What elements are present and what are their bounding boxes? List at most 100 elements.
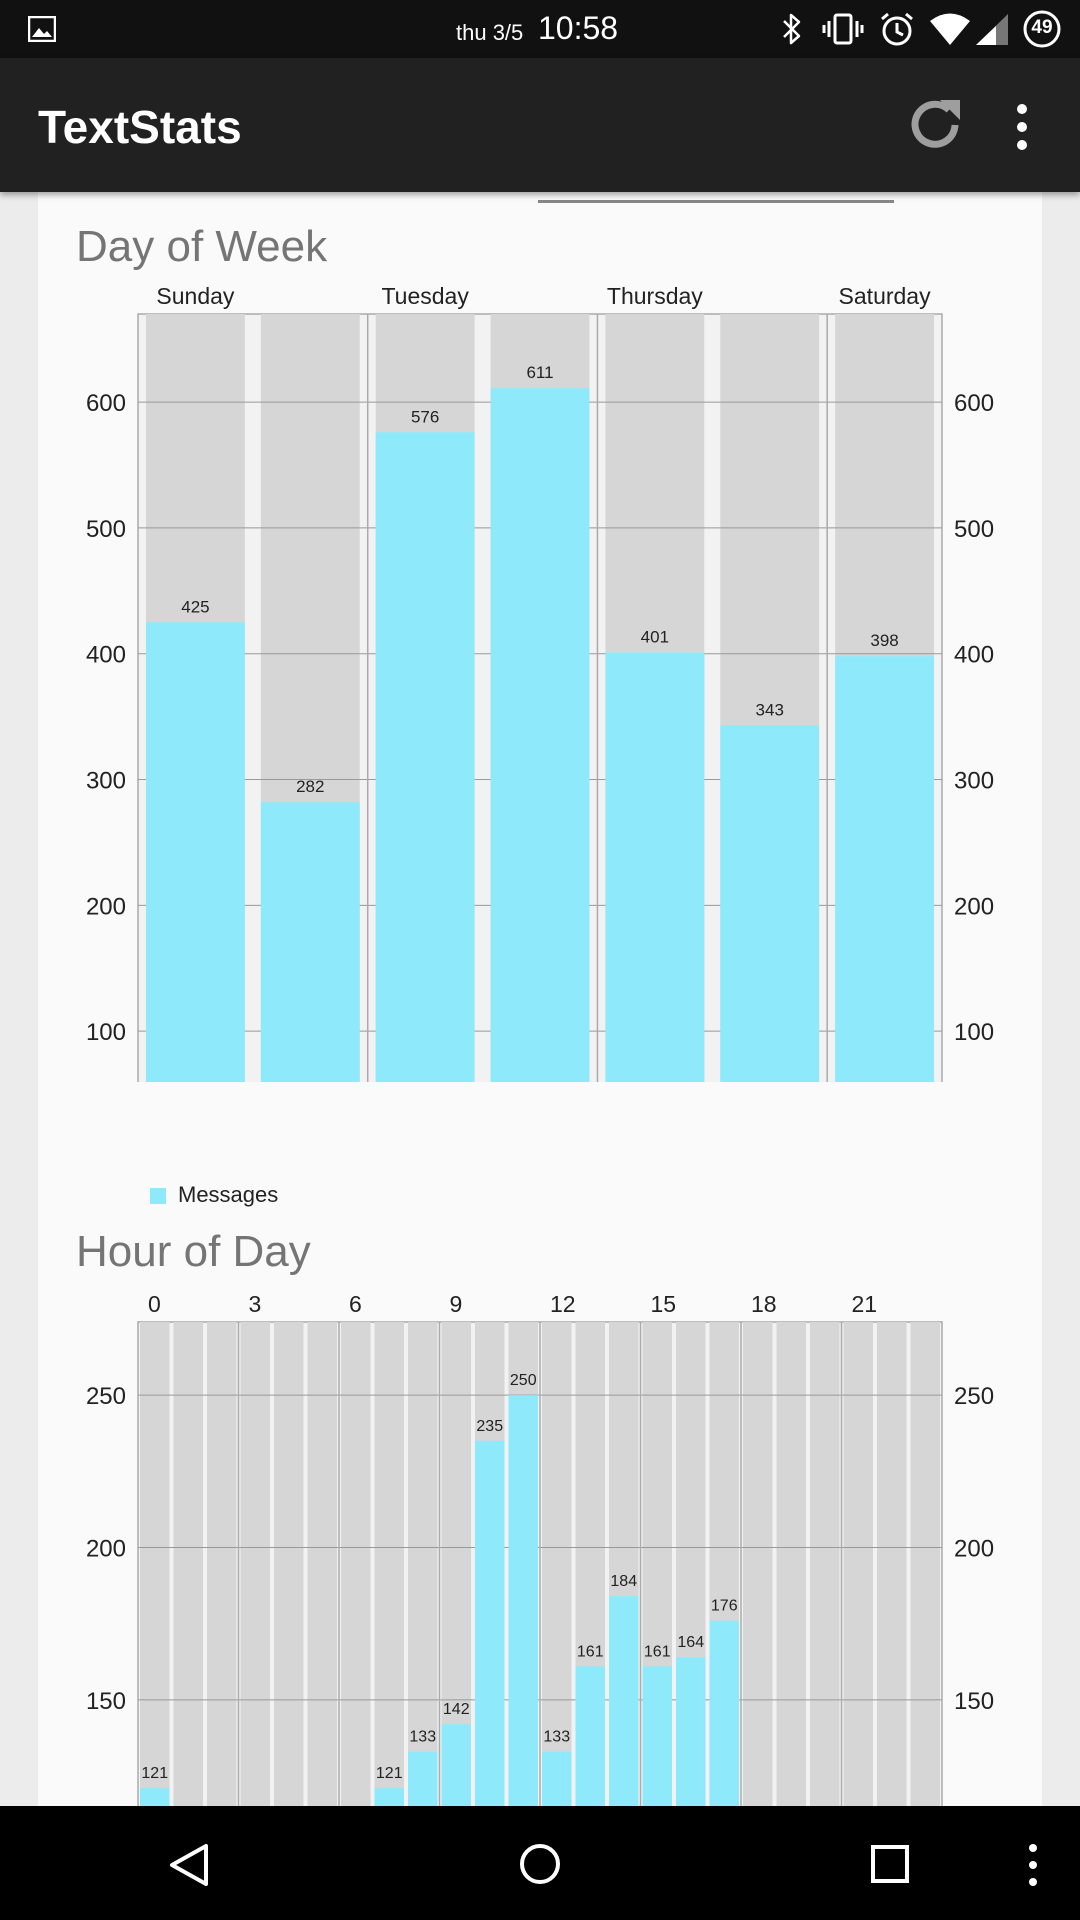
overflow-menu-icon[interactable]	[1008, 102, 1036, 152]
refresh-icon[interactable]	[902, 92, 968, 158]
data-label: 161	[644, 1643, 671, 1660]
bar-track	[140, 1322, 170, 1806]
data-label: 161	[577, 1643, 604, 1660]
data-label: 611	[526, 363, 553, 382]
y-tick-label-left: 500	[86, 516, 126, 543]
gallery-icon	[28, 16, 56, 42]
data-label: 343	[756, 700, 784, 719]
bar-track	[307, 1322, 337, 1806]
chart-legend: Messages	[150, 1182, 278, 1208]
y-tick-label-right: 200	[954, 1535, 994, 1562]
y-tick-label-left: 150	[86, 1688, 126, 1715]
bar	[609, 1596, 639, 1806]
data-label: 250	[510, 1372, 537, 1389]
nav-overflow-icon[interactable]	[1022, 1842, 1044, 1888]
alarm-icon	[881, 12, 913, 46]
status-bar: thu 3/5 10:58 49	[0, 0, 1080, 58]
y-tick-label-right: 200	[954, 893, 994, 920]
data-label: 184	[610, 1573, 637, 1590]
cell-signal-icon	[976, 14, 1008, 45]
data-label: 425	[181, 597, 209, 616]
y-tick-label-right: 250	[954, 1383, 994, 1410]
bar	[374, 1788, 404, 1806]
y-tick-label-right: 150	[954, 1688, 994, 1715]
hour-of-day-chart: 150 150 200 200 250 250 0 3 6 9 12 15 18 21 121 121 133 1…	[86, 1291, 994, 1806]
wifi-icon	[930, 13, 970, 45]
bluetooth-icon	[783, 13, 801, 45]
x-tick-label: 18	[751, 1291, 777, 1317]
bar-track	[877, 1322, 907, 1806]
recents-button[interactable]	[870, 1844, 910, 1884]
bar-track	[810, 1322, 840, 1806]
bar	[408, 1751, 438, 1806]
bar-track	[274, 1322, 304, 1806]
y-tick-label-left: 600	[86, 390, 126, 417]
bar	[490, 388, 590, 1082]
bar-track	[408, 1322, 438, 1806]
x-tick-label: 9	[450, 1291, 463, 1317]
bar	[140, 1788, 170, 1806]
x-tick-label: 12	[550, 1291, 576, 1317]
data-label: 133	[543, 1729, 570, 1746]
back-button[interactable]	[166, 1842, 212, 1888]
y-tick-label-left: 200	[86, 1535, 126, 1562]
stats-card: Day of Week 0010010020020030030040040050…	[38, 192, 1042, 1806]
y-tick-label-right: 600	[954, 390, 994, 417]
status-time: 10:58	[538, 10, 619, 46]
bar-track	[240, 1322, 270, 1806]
bar-track	[374, 1322, 404, 1806]
bar	[642, 1666, 672, 1806]
app-title: TextStats	[38, 101, 242, 153]
bar	[146, 622, 245, 1082]
data-label: 121	[141, 1765, 168, 1782]
status-date: thu 3/5	[456, 20, 524, 45]
x-tick-label: 0	[148, 1291, 161, 1317]
bar	[508, 1395, 538, 1806]
x-tick-label: 21	[852, 1291, 878, 1317]
vibrate-icon	[822, 13, 864, 45]
bar	[605, 652, 705, 1082]
data-label: 576	[411, 407, 439, 426]
bar	[475, 1440, 505, 1806]
x-tick-label: Thursday	[607, 283, 703, 309]
stats-content[interactable]: Day of Week 0010010020020030030040040050…	[0, 192, 1080, 1806]
home-button[interactable]	[518, 1842, 562, 1886]
bar	[676, 1657, 706, 1806]
bar	[575, 1666, 605, 1806]
bar	[542, 1751, 572, 1806]
data-label: 401	[641, 627, 669, 646]
data-label: 164	[677, 1634, 704, 1651]
app-bar: TextStats	[0, 58, 1080, 192]
x-tick-label: 3	[249, 1291, 262, 1317]
legend-label: Messages	[178, 1182, 279, 1207]
y-tick-label-right: 300	[954, 768, 994, 795]
hour-of-day-title: Hour of Day	[76, 1227, 311, 1276]
x-tick-label: Tuesday	[381, 283, 469, 309]
bar	[375, 432, 475, 1082]
bar	[260, 802, 360, 1082]
tab-indicator	[538, 200, 894, 203]
x-tick-label: 15	[651, 1291, 677, 1317]
bar-track	[910, 1322, 940, 1806]
x-tick-label: Sunday	[156, 283, 235, 309]
bar-track	[542, 1322, 572, 1806]
bar-track	[173, 1322, 203, 1806]
bar	[441, 1724, 471, 1806]
battery-level: 49	[1031, 17, 1053, 38]
bar-track	[843, 1322, 873, 1806]
battery-icon	[1023, 10, 1061, 48]
data-label: 176	[711, 1598, 738, 1615]
y-tick-label-left: 300	[86, 768, 126, 795]
data-label: 142	[443, 1701, 470, 1718]
y-tick-label-right: 100	[954, 1019, 994, 1046]
y-tick-label-right: 400	[954, 642, 994, 669]
y-tick-label-right: 500	[954, 516, 994, 543]
x-tick-label: 6	[349, 1291, 362, 1317]
y-tick-label-left: 400	[86, 642, 126, 669]
bar-track	[776, 1322, 806, 1806]
data-label: 121	[376, 1765, 403, 1782]
bar	[709, 1620, 739, 1806]
y-tick-label-left: 250	[86, 1383, 126, 1410]
bar-track	[743, 1322, 773, 1806]
x-tick-label: Saturday	[839, 283, 932, 309]
